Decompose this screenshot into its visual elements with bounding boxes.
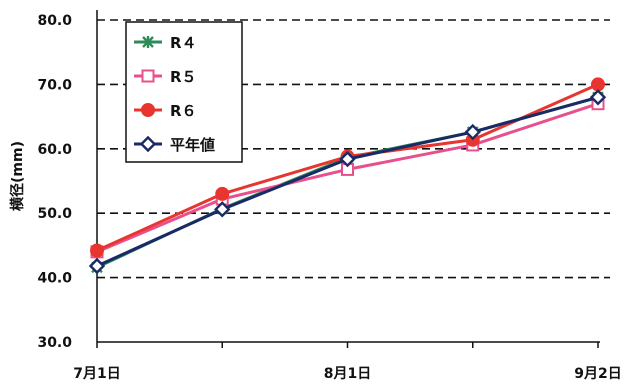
legend-marker (141, 103, 155, 117)
data-point (339, 150, 356, 168)
legend-item: R５ (134, 68, 197, 86)
data-point (464, 123, 481, 141)
legend-marker (139, 135, 157, 153)
y-tick-label: 80.0 (37, 13, 72, 29)
series-lines (88, 77, 607, 275)
y-tick-label: 70.0 (37, 77, 72, 93)
x-tick-label: 8月1日 (324, 366, 371, 382)
legend-marker (141, 69, 155, 83)
legend-item: R６ (134, 102, 197, 120)
y-tick-label: 40.0 (37, 271, 72, 287)
x-tick-labels: 7月1日 8月1日 9月2日 (73, 342, 622, 382)
y-tick-label: 60.0 (37, 142, 72, 158)
legend-label: 平年値 (170, 136, 215, 154)
y-axis-label: 横径(mm) (9, 141, 26, 211)
data-point (214, 201, 231, 218)
y-tick-labels: 80.0 70.0 60.0 50.0 40.0 30.0 (37, 13, 72, 351)
data-point (589, 89, 607, 106)
legend: R４ R５ R６ 平年値 (125, 21, 243, 163)
y-tick-label: 50.0 (37, 206, 72, 222)
series-4 (88, 89, 607, 275)
legend-marker (142, 36, 154, 48)
data-point (591, 77, 605, 92)
legend-item: R４ (134, 34, 197, 52)
legend-label: R５ (170, 68, 197, 86)
axes (96, 10, 600, 343)
x-tick-label: 7月1日 (73, 366, 120, 382)
y-tick-label: 30.0 (37, 335, 72, 351)
x-tick-label: 9月2日 (574, 366, 621, 382)
legend-label: R４ (170, 34, 197, 52)
legend-item: 平年値 (134, 135, 215, 154)
legend-label: R６ (170, 102, 197, 120)
data-point (88, 257, 106, 275)
data-point (90, 243, 104, 258)
data-point (215, 186, 230, 201)
